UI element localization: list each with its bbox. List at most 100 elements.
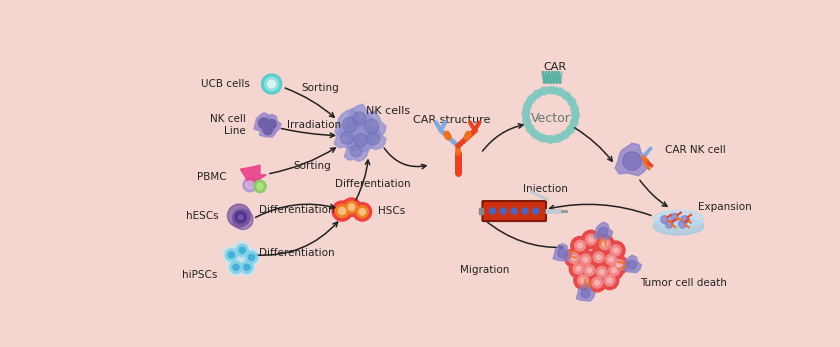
Circle shape <box>575 240 585 251</box>
Circle shape <box>339 208 346 214</box>
Circle shape <box>596 266 607 277</box>
Circle shape <box>556 88 564 96</box>
Circle shape <box>560 91 566 97</box>
Circle shape <box>569 253 580 263</box>
Polygon shape <box>346 104 373 130</box>
Text: CAR structure: CAR structure <box>412 115 490 125</box>
Circle shape <box>613 248 618 253</box>
Text: Injection: Injection <box>522 185 568 194</box>
Circle shape <box>532 96 570 133</box>
Circle shape <box>240 261 253 273</box>
Circle shape <box>367 132 380 145</box>
Circle shape <box>234 242 250 259</box>
Circle shape <box>526 100 533 106</box>
Circle shape <box>600 270 604 274</box>
Circle shape <box>228 204 250 227</box>
Circle shape <box>349 204 354 210</box>
Circle shape <box>246 181 254 189</box>
Circle shape <box>523 118 531 125</box>
Circle shape <box>559 134 564 140</box>
Polygon shape <box>360 125 386 150</box>
Circle shape <box>681 215 689 223</box>
Circle shape <box>501 208 507 214</box>
Circle shape <box>522 110 530 118</box>
Circle shape <box>570 260 588 278</box>
Circle shape <box>233 210 249 225</box>
Circle shape <box>532 130 539 138</box>
Circle shape <box>601 271 619 290</box>
Circle shape <box>595 280 600 285</box>
Circle shape <box>578 275 589 286</box>
Circle shape <box>356 206 369 218</box>
Circle shape <box>254 180 266 193</box>
Circle shape <box>580 261 599 280</box>
Circle shape <box>225 249 238 261</box>
Circle shape <box>612 268 617 273</box>
Circle shape <box>580 278 585 283</box>
Circle shape <box>340 132 353 144</box>
Circle shape <box>596 255 601 260</box>
Polygon shape <box>357 111 386 139</box>
Circle shape <box>605 261 623 280</box>
Circle shape <box>564 129 571 135</box>
Circle shape <box>359 209 365 215</box>
Polygon shape <box>254 113 274 132</box>
Circle shape <box>571 111 580 119</box>
Circle shape <box>490 208 496 214</box>
Circle shape <box>604 275 615 286</box>
Text: hiPSCs: hiPSCs <box>182 270 218 280</box>
Circle shape <box>607 278 612 283</box>
Circle shape <box>233 210 253 229</box>
Circle shape <box>249 254 255 260</box>
Circle shape <box>345 201 358 213</box>
Polygon shape <box>240 165 266 187</box>
Polygon shape <box>347 126 375 152</box>
Circle shape <box>553 88 559 94</box>
Polygon shape <box>334 109 365 138</box>
Circle shape <box>561 131 569 139</box>
Circle shape <box>546 136 554 143</box>
Circle shape <box>257 183 263 189</box>
Circle shape <box>235 212 246 222</box>
Circle shape <box>573 263 584 274</box>
Circle shape <box>239 247 245 253</box>
Circle shape <box>365 119 379 134</box>
Circle shape <box>596 235 614 253</box>
Circle shape <box>602 242 607 246</box>
Circle shape <box>233 264 239 270</box>
Text: Vector: Vector <box>531 112 570 125</box>
Text: Irradiation: Irradiation <box>287 120 341 130</box>
Text: Differentiation: Differentiation <box>334 179 410 189</box>
Circle shape <box>243 249 260 266</box>
Polygon shape <box>344 138 368 161</box>
Circle shape <box>528 95 535 103</box>
Circle shape <box>601 250 621 269</box>
Circle shape <box>228 259 244 276</box>
Circle shape <box>593 252 604 263</box>
Circle shape <box>551 136 557 142</box>
Polygon shape <box>553 244 572 261</box>
Polygon shape <box>262 114 281 132</box>
Circle shape <box>545 87 551 93</box>
Circle shape <box>617 263 621 267</box>
Circle shape <box>236 244 249 256</box>
Polygon shape <box>479 208 483 214</box>
Circle shape <box>576 266 580 271</box>
Circle shape <box>571 256 576 260</box>
Text: NK cell
Line: NK cell Line <box>210 114 246 136</box>
Text: Expansion: Expansion <box>698 202 752 212</box>
Circle shape <box>564 249 583 267</box>
Circle shape <box>245 251 258 263</box>
Circle shape <box>523 107 529 113</box>
Circle shape <box>572 110 579 116</box>
Circle shape <box>543 136 549 142</box>
FancyBboxPatch shape <box>482 201 546 221</box>
Circle shape <box>230 261 242 273</box>
Circle shape <box>267 119 276 129</box>
Circle shape <box>549 86 556 94</box>
Polygon shape <box>334 124 360 149</box>
Circle shape <box>526 125 534 133</box>
Circle shape <box>538 134 546 142</box>
Circle shape <box>591 277 602 288</box>
Circle shape <box>583 257 588 262</box>
